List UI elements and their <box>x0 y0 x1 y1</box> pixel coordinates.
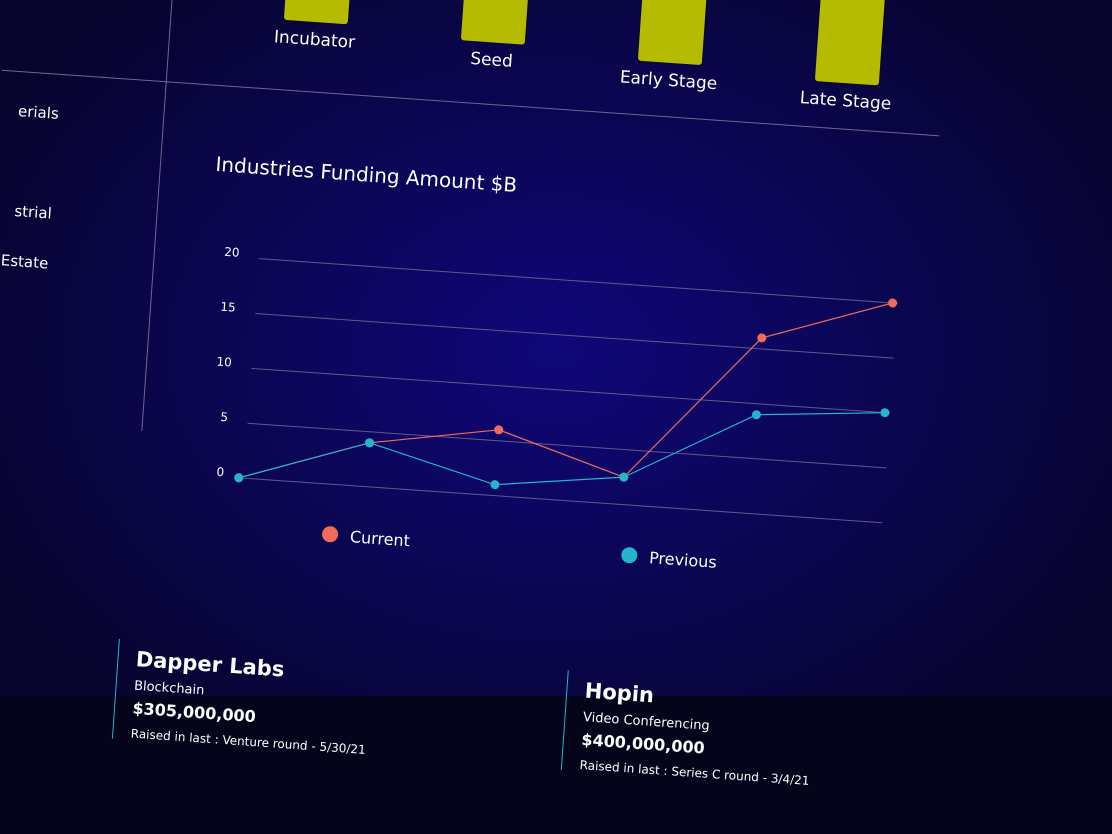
data-point <box>490 480 500 490</box>
data-point <box>365 438 375 448</box>
deals-band <box>0 696 1112 834</box>
deal-name: Hopin <box>584 679 655 708</box>
grid-line <box>251 367 890 414</box>
deal-industry: Blockchain <box>134 679 205 699</box>
divider <box>1 69 940 137</box>
grid-line <box>243 477 883 524</box>
stage-bar <box>638 0 710 65</box>
data-point <box>619 472 629 482</box>
legend-label: Previous <box>649 548 718 572</box>
side-label: erials <box>17 102 59 123</box>
side-label: strial <box>14 202 53 223</box>
data-point <box>494 425 504 435</box>
stage-bar <box>461 0 533 45</box>
deal-divider <box>560 670 569 771</box>
y-tick-label: 0 <box>216 465 225 479</box>
side-label: Estate <box>0 251 49 272</box>
y-tick-label: 5 <box>220 410 229 424</box>
y-tick-label: 20 <box>224 245 240 260</box>
data-point <box>888 298 898 308</box>
y-tick-label: 10 <box>216 354 232 369</box>
legend-swatch <box>322 526 339 543</box>
legend-swatch <box>621 547 638 564</box>
grid-line <box>247 422 887 469</box>
stage-label: Seed <box>470 49 514 72</box>
data-point <box>751 410 761 420</box>
legend-label: Current <box>349 527 410 550</box>
deal-divider <box>111 638 120 739</box>
data-point <box>757 333 767 343</box>
data-point <box>234 473 244 483</box>
grid-line <box>255 313 894 359</box>
series-line <box>238 412 885 486</box>
grid-line <box>259 258 898 304</box>
stage-bar <box>815 0 888 86</box>
data-point <box>880 408 890 418</box>
y-tick-label: 15 <box>220 300 236 315</box>
divider <box>141 0 176 431</box>
